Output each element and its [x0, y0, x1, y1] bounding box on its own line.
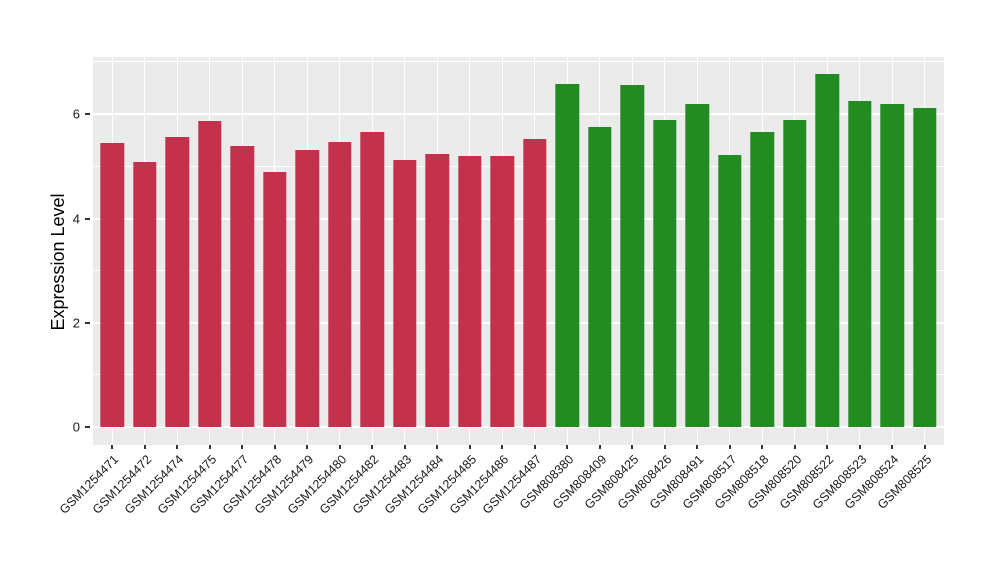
x-tick-mark — [793, 445, 796, 449]
slot-GSM1254487: GSM1254487 — [479, 57, 552, 517]
gridline-minor-y3 — [93, 269, 944, 271]
bar-GSM808380 — [555, 84, 579, 428]
bar-GSM808517 — [718, 154, 742, 428]
slot-GSM808409: GSM808409 — [549, 57, 617, 512]
slot-GSM1254474: GSM1254474 — [122, 57, 194, 517]
bar-GSM1254480 — [328, 142, 352, 428]
gridline-minor-y7 — [93, 61, 944, 63]
plot-panel: GSM1254471 GSM1254472 GSM1254474 GSM1254475… — [57, 57, 944, 517]
x-tick-mark — [241, 445, 244, 449]
bar-GSM808524 — [880, 104, 904, 428]
slot-GSM1254477: GSM1254477 — [187, 57, 259, 517]
slot-GSM808523: GSM808523 — [809, 57, 877, 512]
slot-GSM1254486: GSM1254486 — [447, 57, 519, 517]
slot-GSM1254478: GSM1254478 — [219, 57, 292, 517]
slot-GSM808520: GSM808520 — [744, 57, 812, 512]
slot-GSM1254482: GSM1254482 — [317, 57, 389, 517]
x-tick-mark — [566, 445, 569, 449]
y-tick-mark-4 — [85, 217, 90, 220]
bar-GSM808522 — [815, 73, 839, 428]
bar-GSM808520 — [783, 120, 807, 428]
bar-GSM1254479 — [295, 149, 319, 428]
bar-GSM1254482 — [360, 132, 384, 428]
gridline-major-y2 — [93, 321, 944, 324]
y-tick-mark-2 — [85, 321, 90, 324]
slot-GSM808524: GSM808524 — [842, 57, 909, 512]
bar-GSM1254484 — [425, 154, 449, 428]
slot-GSM1254479: GSM1254479 — [252, 57, 324, 517]
x-tick-mark — [338, 445, 341, 449]
y-axis: 0 2 4 6 — [0, 57, 93, 445]
y-tick-label-6: 6 — [72, 106, 80, 122]
x-tick-mark — [143, 445, 146, 449]
bar-GSM1254475 — [198, 120, 222, 428]
slot-GSM1254472: GSM1254472 — [89, 57, 162, 517]
slot-GSM1254485: GSM1254485 — [414, 57, 487, 517]
x-tick-mark — [826, 445, 829, 449]
bar-GSM808523 — [848, 100, 872, 428]
x-tick-mark — [306, 445, 309, 449]
slot-GSM1254475: GSM1254475 — [154, 57, 227, 517]
bars-layer: GSM1254471 GSM1254472 GSM1254474 GSM1254475… — [57, 57, 942, 517]
y-tick-label-0: 0 — [72, 419, 80, 435]
x-tick-mark — [891, 445, 894, 449]
bar-GSM1254486 — [490, 155, 514, 428]
bar-GSM1254485 — [458, 156, 482, 428]
slot-GSM808380: GSM808380 — [517, 57, 584, 512]
bar-GSM1254472 — [133, 161, 157, 428]
x-tick-mark — [403, 445, 406, 449]
x-tick-mark — [208, 445, 211, 449]
slot-GSM808525: GSM808525 — [874, 57, 942, 512]
x-tick-mark — [533, 445, 536, 449]
bar-GSM808409 — [588, 127, 612, 428]
gridline-minor-y1 — [93, 374, 944, 376]
gridline-major-y0 — [93, 426, 944, 429]
x-tick-mark — [858, 445, 861, 449]
bar-GSM1254483 — [393, 160, 417, 428]
x-tick-mark — [111, 445, 114, 449]
slot-GSM808518: GSM808518 — [712, 57, 779, 512]
slot-GSM808426: GSM808426 — [614, 57, 682, 512]
y-tick-label-4: 4 — [72, 211, 80, 227]
x-tick-mark — [501, 445, 504, 449]
slot-GSM1254484: GSM1254484 — [382, 57, 454, 517]
slot-GSM808425: GSM808425 — [582, 57, 649, 512]
x-tick-mark — [371, 445, 374, 449]
x-tick-mark — [176, 445, 179, 449]
x-tick-mark — [273, 445, 276, 449]
y-tick-mark-6 — [85, 113, 90, 116]
bar-GSM1254487 — [523, 139, 547, 428]
gridline-major-y6 — [93, 113, 944, 116]
bar-GSM808425 — [620, 84, 644, 428]
x-tick-mark — [468, 445, 471, 449]
x-tick-mark — [663, 445, 666, 449]
gridline-major-y4 — [93, 217, 944, 220]
bar-GSM808426 — [653, 119, 677, 428]
slot-GSM1254480: GSM1254480 — [284, 57, 357, 517]
bar-GSM808525 — [913, 107, 937, 428]
x-tick-mark — [598, 445, 601, 449]
y-tick-label-2: 2 — [72, 315, 80, 331]
slot-GSM808522: GSM808522 — [777, 57, 844, 512]
x-tick-mark — [728, 445, 731, 449]
slot-GSM808491: GSM808491 — [647, 57, 714, 512]
bar-GSM1254477 — [230, 146, 254, 428]
bar-GSM1254471 — [100, 142, 124, 428]
x-tick-mark — [436, 445, 439, 449]
y-tick-mark-0 — [85, 426, 90, 429]
bar-GSM1254474 — [165, 137, 189, 428]
bar-GSM1254478 — [263, 172, 287, 428]
bar-GSM808491 — [685, 103, 709, 428]
x-tick-mark — [631, 445, 634, 449]
gridline-minor-y5 — [93, 165, 944, 167]
slot-GSM1254471: GSM1254471 — [57, 57, 129, 517]
slot-GSM1254483: GSM1254483 — [349, 57, 422, 517]
x-tick-mark — [696, 445, 699, 449]
x-tick-mark — [923, 445, 926, 449]
slot-GSM808517: GSM808517 — [679, 57, 747, 512]
bar-GSM808518 — [750, 132, 774, 428]
x-tick-mark — [761, 445, 764, 449]
